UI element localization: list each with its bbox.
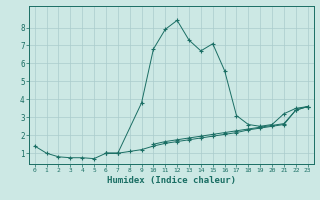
X-axis label: Humidex (Indice chaleur): Humidex (Indice chaleur) (107, 176, 236, 185)
